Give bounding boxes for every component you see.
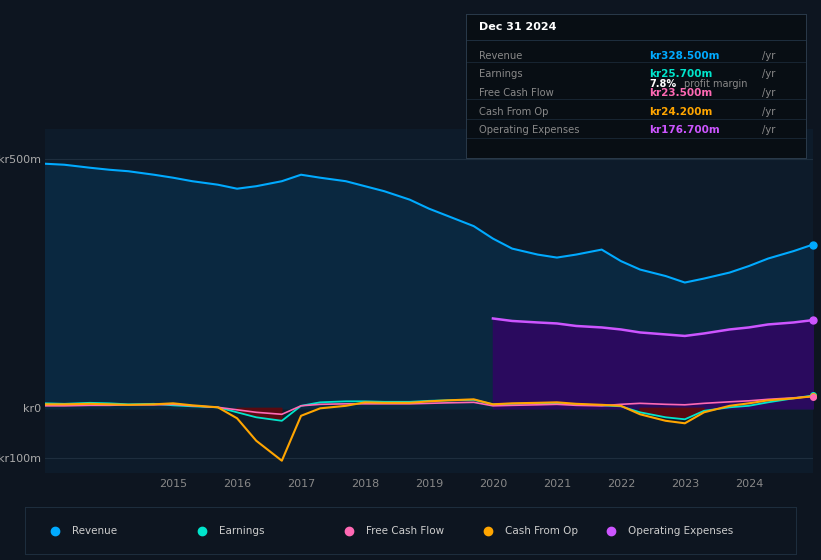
Text: kr23.500m: kr23.500m [649,88,713,98]
Text: kr176.700m: kr176.700m [649,125,720,136]
Text: Operating Expenses: Operating Expenses [628,526,733,535]
Text: Operating Expenses: Operating Expenses [479,125,580,136]
Text: Free Cash Flow: Free Cash Flow [365,526,444,535]
Text: Cash From Op: Cash From Op [505,526,578,535]
Text: /yr: /yr [762,125,775,136]
Text: 7.8%: 7.8% [649,79,677,89]
Text: /yr: /yr [762,88,775,98]
Text: Earnings: Earnings [479,69,523,79]
Text: Free Cash Flow: Free Cash Flow [479,88,554,98]
Text: Revenue: Revenue [479,51,522,61]
Text: Cash From Op: Cash From Op [479,106,548,116]
Text: Earnings: Earnings [219,526,264,535]
Text: kr328.500m: kr328.500m [649,51,720,61]
Text: profit margin: profit margin [684,79,747,89]
Text: /yr: /yr [762,51,775,61]
Text: Revenue: Revenue [72,526,117,535]
Text: kr24.200m: kr24.200m [649,106,713,116]
Text: /yr: /yr [762,69,775,79]
Text: kr25.700m: kr25.700m [649,69,713,79]
Text: /yr: /yr [762,106,775,116]
Text: Dec 31 2024: Dec 31 2024 [479,22,557,32]
